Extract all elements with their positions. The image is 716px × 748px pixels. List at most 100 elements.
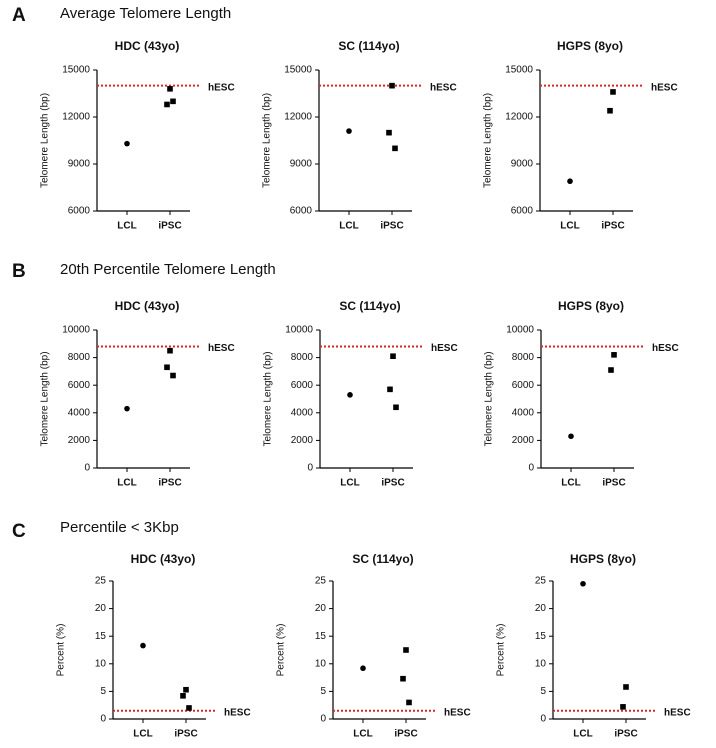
- y-axis-label: Telomere Length (bp): [263, 351, 274, 446]
- point: [180, 693, 186, 699]
- reference-label: hESC: [652, 343, 679, 354]
- y-axis-label: Percent (%): [56, 624, 67, 677]
- point: [170, 372, 176, 379]
- y-tick-label: 2000: [512, 435, 535, 446]
- y-tick-label: 10: [315, 658, 327, 669]
- point: [393, 404, 399, 411]
- y-axis-label: Percent (%): [496, 624, 507, 677]
- point: [346, 128, 352, 134]
- x-tick-label: LCL: [560, 221, 579, 232]
- chart-title: SC (114yo): [339, 299, 400, 313]
- chart-title: HDC (43yo): [131, 552, 196, 566]
- y-tick-label: 25: [95, 576, 107, 587]
- y-tick-label: 2000: [68, 435, 91, 446]
- reference-label: hESC: [208, 82, 235, 93]
- point: [623, 684, 629, 690]
- y-tick-label: 4000: [68, 407, 91, 418]
- y-tick-label: 9000: [511, 159, 534, 170]
- y-tick-label: 25: [315, 576, 327, 587]
- x-tick-label: LCL: [117, 478, 136, 489]
- y-axis-label: Percent (%): [276, 624, 287, 677]
- y-tick-label: 8000: [512, 352, 535, 363]
- reference-label: hESC: [664, 707, 691, 718]
- x-tick-label: iPSC: [158, 478, 181, 489]
- chart-title: HGPS (8yo): [558, 299, 624, 313]
- y-tick-label: 6000: [512, 380, 535, 391]
- point: [611, 352, 617, 358]
- y-tick-label: 6000: [68, 206, 91, 217]
- panel-letter: B: [12, 261, 26, 282]
- point: [610, 89, 616, 95]
- x-tick-label: iPSC: [394, 729, 417, 740]
- y-tick-label: 25: [535, 576, 547, 587]
- x-tick-label: iPSC: [381, 478, 404, 489]
- y-axis-label: Telomere Length (bp): [484, 351, 495, 446]
- y-axis-label: Telomere Length (bp): [40, 93, 51, 188]
- x-tick-label: iPSC: [174, 729, 197, 740]
- point: [140, 642, 146, 649]
- y-tick-label: 0: [528, 463, 534, 474]
- reference-label: hESC: [444, 707, 471, 718]
- point: [390, 353, 396, 360]
- x-tick-label: LCL: [353, 729, 372, 740]
- y-tick-label: 2000: [291, 435, 314, 446]
- y-tick-label: 12000: [62, 112, 90, 123]
- chart-title: HGPS (8yo): [557, 39, 623, 53]
- x-tick-label: iPSC: [158, 221, 181, 232]
- y-tick-label: 10000: [506, 325, 534, 336]
- point: [347, 392, 353, 398]
- point: [167, 86, 173, 92]
- y-tick-label: 15: [535, 631, 547, 642]
- y-tick-label: 20: [95, 603, 107, 614]
- y-tick-label: 0: [84, 463, 90, 474]
- chart-title: SC (114yo): [338, 39, 399, 53]
- y-tick-label: 6000: [68, 380, 91, 391]
- x-tick-label: iPSC: [614, 729, 637, 740]
- y-tick-label: 9000: [290, 159, 313, 170]
- point: [389, 82, 395, 89]
- y-tick-label: 8000: [291, 352, 314, 363]
- point: [567, 178, 573, 185]
- reference-label: hESC: [651, 82, 678, 93]
- y-tick-label: 15000: [62, 65, 90, 76]
- y-tick-label: 15000: [505, 65, 533, 76]
- y-tick-label: 5: [100, 686, 106, 697]
- chart-title: SC (114yo): [352, 552, 413, 566]
- point: [608, 367, 614, 373]
- panel-letter: A: [12, 5, 26, 26]
- point: [360, 665, 366, 672]
- y-tick-label: 5: [540, 686, 546, 697]
- y-tick-label: 10000: [285, 325, 313, 336]
- point: [183, 686, 189, 693]
- y-tick-label: 0: [307, 463, 313, 474]
- y-tick-label: 10000: [62, 325, 90, 336]
- point: [124, 405, 130, 412]
- point: [392, 145, 398, 152]
- y-tick-label: 6000: [511, 206, 534, 217]
- y-tick-label: 10: [535, 658, 547, 669]
- point: [167, 347, 173, 354]
- y-tick-label: 6000: [291, 380, 314, 391]
- panel-title: 20th Percentile Telomere Length: [60, 261, 276, 278]
- y-tick-label: 0: [100, 714, 106, 725]
- reference-label: hESC: [430, 82, 457, 93]
- panel-title: Percentile < 3Kbp: [60, 519, 179, 536]
- y-tick-label: 0: [320, 714, 326, 725]
- y-tick-label: 5: [320, 686, 326, 697]
- y-tick-label: 15: [315, 631, 327, 642]
- point: [124, 140, 130, 147]
- point: [170, 98, 176, 105]
- y-tick-label: 4000: [291, 407, 314, 418]
- y-tick-label: 15000: [284, 65, 312, 76]
- point: [607, 107, 613, 114]
- x-tick-label: LCL: [339, 221, 358, 232]
- point: [186, 705, 192, 711]
- chart-title: HDC (43yo): [115, 39, 180, 53]
- x-tick-label: iPSC: [601, 221, 624, 232]
- x-tick-label: iPSC: [380, 221, 403, 232]
- y-tick-label: 0: [540, 714, 546, 725]
- point: [164, 364, 170, 371]
- point: [164, 101, 170, 108]
- y-tick-label: 12000: [505, 112, 533, 123]
